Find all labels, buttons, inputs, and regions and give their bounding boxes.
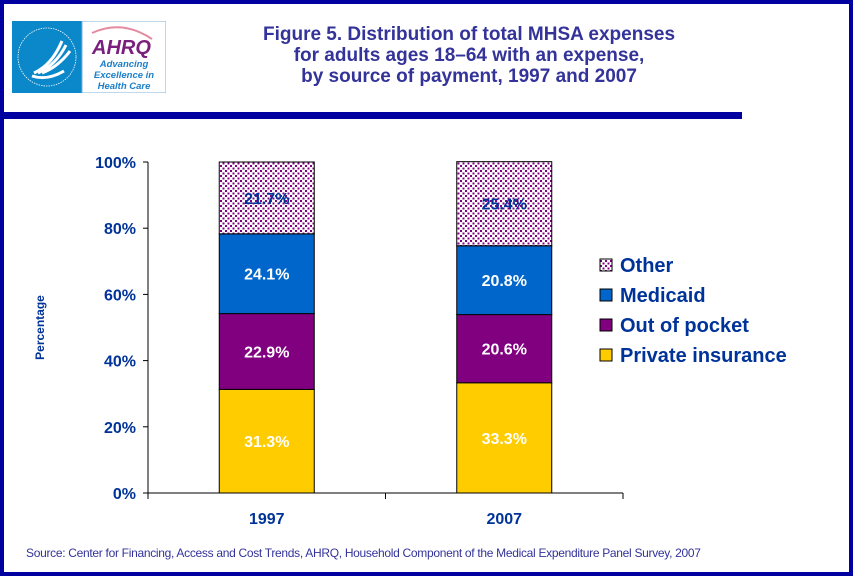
legend-label: Other: [620, 255, 674, 277]
legend-swatch: [599, 348, 613, 362]
y-tick-label: 80%: [104, 221, 136, 238]
title-line: Figure 5. Distribution of total MHSA exp…: [262, 24, 676, 45]
y-tick-label: 40%: [104, 354, 136, 371]
legend-label: Out of pocket: [620, 315, 749, 337]
title-line: by source of payment, 1997 and 2007: [301, 66, 637, 87]
data-label: 21.7%: [244, 191, 289, 208]
bar-segment: [218, 233, 315, 315]
bar-segment: [456, 314, 553, 384]
title-line: for adults ages 18–64 with an expense,: [293, 45, 645, 66]
bar-segment: [456, 245, 553, 316]
y-tick-label: 0%: [113, 486, 136, 503]
y-tick-label: 20%: [104, 420, 136, 437]
data-label: 31.3%: [244, 434, 289, 451]
legend-swatch: [599, 318, 613, 332]
hhs-ahrq-logo: AHRQ Advancing Excellence in Health Care: [12, 21, 166, 93]
bar-segment: [456, 161, 553, 247]
legend-label: Medicaid: [620, 285, 706, 307]
bar-segment: [218, 313, 315, 390]
data-label: 24.1%: [244, 267, 289, 284]
data-label: 20.6%: [482, 342, 527, 359]
svg-text:Excellence in: Excellence in: [94, 70, 154, 81]
source-note: Source: Center for Financing, Access and…: [26, 546, 701, 560]
svg-text:AHRQ: AHRQ: [91, 37, 151, 59]
legend-label: Private insurance: [620, 345, 787, 367]
header-divider: [4, 112, 742, 119]
data-label: 20.8%: [482, 273, 527, 290]
data-label: 22.9%: [244, 344, 289, 361]
y-tick-label: 100%: [95, 155, 136, 172]
data-label: 25.4%: [482, 197, 527, 214]
svg-text:Health Care: Health Care: [98, 81, 152, 92]
x-tick-label: 2007: [486, 511, 522, 528]
chart-title: Figure 5. Distribution of total MHSA exp…: [204, 24, 734, 87]
svg-text:Advancing: Advancing: [99, 59, 149, 70]
bar-segment: [218, 161, 315, 235]
y-tick-label: 60%: [104, 287, 136, 304]
legend-swatch: [599, 258, 613, 272]
data-label: 33.3%: [482, 431, 527, 448]
y-axis-title: Percentage: [33, 295, 47, 360]
x-tick-label: 1997: [249, 511, 285, 528]
legend-swatch: [599, 288, 613, 302]
